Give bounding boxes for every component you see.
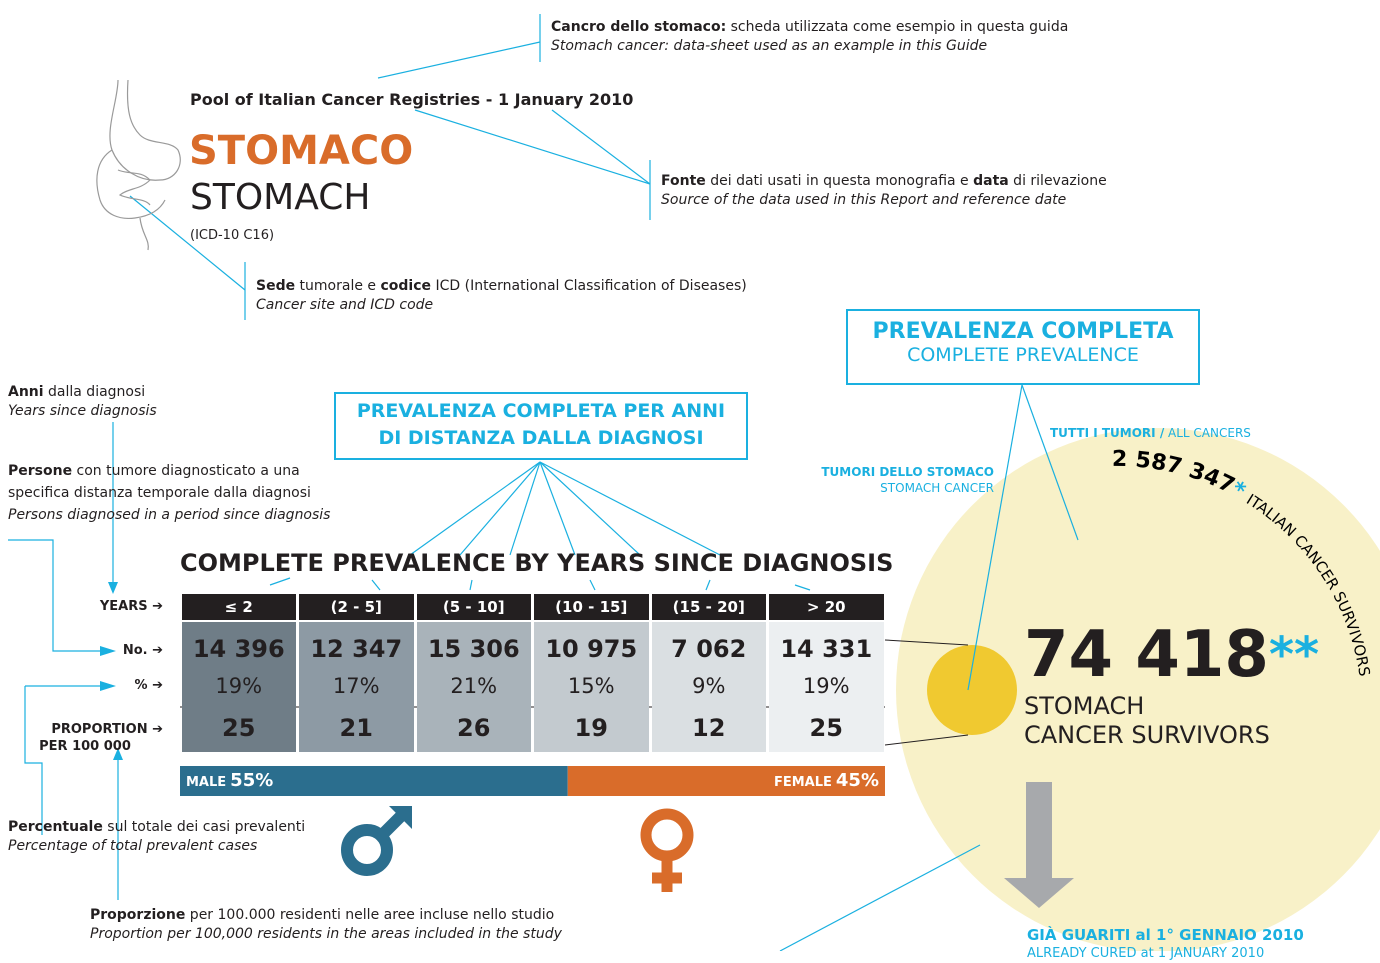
count: 7 062 bbox=[652, 634, 767, 664]
column-header: (10 - 15] bbox=[534, 594, 649, 620]
bold: Fonte bbox=[661, 173, 706, 189]
text: ICD (International Classification of Dis… bbox=[431, 278, 747, 294]
callout-example: Cancro dello stomaco: scheda utilizzata … bbox=[551, 18, 1068, 56]
text: dalla diagnosi bbox=[44, 384, 146, 400]
source: Pool of Italian Cancer Registries - 1 Ja… bbox=[190, 90, 633, 109]
column-header: (2 - 5] bbox=[299, 594, 414, 620]
percent: 17% bbox=[299, 672, 414, 700]
count: 12 347 bbox=[299, 634, 414, 664]
count: 15 306 bbox=[417, 634, 532, 664]
box-line: DI DISTANZA DALLA DIAGNOSI bbox=[336, 425, 746, 452]
percent: 19% bbox=[182, 672, 297, 700]
percent: 21% bbox=[417, 672, 532, 700]
text: sul totale dei casi prevalenti bbox=[103, 819, 305, 835]
sex-label: MALE bbox=[186, 775, 226, 790]
label-it: TUTTI I TUMORI / bbox=[1050, 426, 1164, 440]
sex-value: 55% bbox=[230, 770, 273, 791]
label-en: ALL CANCERS bbox=[1168, 426, 1251, 440]
note-persons: Persone con tumore diagnosticato a una s… bbox=[8, 460, 338, 526]
english: Persons diagnosed in a period since diag… bbox=[8, 504, 338, 526]
count: 74 418 bbox=[1024, 618, 1269, 692]
column-header: (5 - 10] bbox=[417, 594, 532, 620]
female-symbol bbox=[646, 814, 688, 892]
row-label: YEARS ➔ bbox=[20, 597, 163, 617]
row-label: PROPORTION ➔ bbox=[20, 721, 163, 738]
count: 10 975 bbox=[534, 634, 649, 664]
cured-arrow-shaft bbox=[1026, 782, 1052, 880]
proportion: 25 bbox=[769, 713, 884, 743]
column-header: > 20 bbox=[769, 594, 884, 620]
bold: Sede bbox=[256, 278, 295, 294]
table-title: COMPLETE PREVALENCE BY YEARS SINCE DIAGN… bbox=[180, 548, 893, 578]
count: 14 396 bbox=[182, 634, 297, 664]
site-it: STOMACO bbox=[189, 128, 413, 174]
note-percent: Percentuale sul totale dei casi prevalen… bbox=[8, 818, 305, 856]
text: dei dati usati in questa monografia e bbox=[706, 173, 973, 189]
bold: Persone bbox=[8, 463, 72, 479]
male-symbol bbox=[347, 813, 404, 870]
all-cancers-label: TUTTI I TUMORI / ALL CANCERS bbox=[1050, 424, 1251, 443]
male-label: MALE 55% bbox=[186, 768, 273, 796]
sex-value: 45% bbox=[836, 770, 879, 791]
sex-label: FEMALE bbox=[774, 775, 832, 790]
label-it: TUMORI DELLO STOMACO bbox=[821, 465, 994, 479]
bold: Percentuale bbox=[8, 819, 103, 835]
english: Years since diagnosis bbox=[8, 402, 157, 421]
count: 14 331 bbox=[769, 634, 884, 664]
box-it: PREVALENZA COMPLETA bbox=[848, 319, 1198, 344]
caption: STOMACH bbox=[1024, 692, 1270, 721]
proportion: 19 bbox=[534, 713, 649, 743]
bold: data bbox=[973, 173, 1009, 189]
column-header: ≤ 2 bbox=[182, 594, 297, 620]
note-proportion: Proporzione per 100.000 residenti nelle … bbox=[90, 906, 562, 944]
box-en: COMPLETE PREVALENCE bbox=[848, 344, 1198, 366]
stomach-icon bbox=[97, 80, 180, 250]
text: scheda utilizzata come esempio in questa… bbox=[726, 19, 1068, 35]
icd: (ICD-10 C16) bbox=[190, 226, 274, 245]
female-label: FEMALE 45% bbox=[774, 768, 879, 796]
bold: Cancro dello stomaco: bbox=[551, 19, 726, 35]
page: 2 587 347*ITALIAN CANCER SURVIVORS Cancr… bbox=[0, 0, 1380, 951]
proportion: 26 bbox=[417, 713, 532, 743]
row-label: % ➔ bbox=[20, 676, 163, 696]
text: per 100.000 residenti nelle aree incluse… bbox=[185, 907, 554, 923]
stomach-circle bbox=[927, 645, 1017, 735]
proportion: 12 bbox=[652, 713, 767, 743]
row-label: PER 100 000 bbox=[20, 738, 150, 755]
stomach-count: 74 418** bbox=[1024, 620, 1319, 690]
cured-en: ALREADY CURED at 1 JANUARY 2010 bbox=[1027, 944, 1264, 963]
bold: Anni bbox=[8, 384, 44, 400]
row-label: No. ➔ bbox=[20, 641, 163, 661]
cured-it: GIÀ GUARITI al 1° GENNAIO 2010 bbox=[1027, 926, 1304, 945]
bold: codice bbox=[380, 278, 431, 294]
site-en: STOMACH bbox=[190, 177, 370, 219]
bold: Proporzione bbox=[90, 907, 185, 923]
english: Percentage of total prevalent cases bbox=[8, 837, 305, 856]
text: di rilevazione bbox=[1009, 173, 1107, 189]
percent: 9% bbox=[652, 672, 767, 700]
proportion: 25 bbox=[182, 713, 297, 743]
callout-source: Fonte dei dati usati in questa monografi… bbox=[661, 172, 1107, 210]
mark: ** bbox=[1269, 627, 1319, 683]
box-line: PREVALENZA COMPLETA PER ANNI bbox=[336, 398, 746, 425]
column-header: (15 - 20] bbox=[652, 594, 767, 620]
english: Source of the data used in this Report a… bbox=[661, 191, 1107, 210]
callout-site: Sede tumorale e codice ICD (Internationa… bbox=[256, 277, 747, 315]
english: Proportion per 100,000 residents in the … bbox=[90, 925, 562, 944]
text: tumorale e bbox=[295, 278, 380, 294]
percent: 19% bbox=[769, 672, 884, 700]
english: Stomach cancer: data-sheet used as an ex… bbox=[551, 37, 1068, 56]
stomach-label: TUMORI DELLO STOMACOSTOMACH CANCER bbox=[821, 464, 994, 496]
note-years: Anni dalla diagnosi Years since diagnosis bbox=[8, 383, 157, 421]
label-en: STOMACH CANCER bbox=[821, 480, 994, 496]
caption: CANCER SURVIVORS bbox=[1024, 721, 1270, 750]
english: Cancer site and ICD code bbox=[256, 296, 747, 315]
stomach-caption: STOMACHCANCER SURVIVORS bbox=[1024, 692, 1270, 750]
percent: 15% bbox=[534, 672, 649, 700]
proportion: 21 bbox=[299, 713, 414, 743]
